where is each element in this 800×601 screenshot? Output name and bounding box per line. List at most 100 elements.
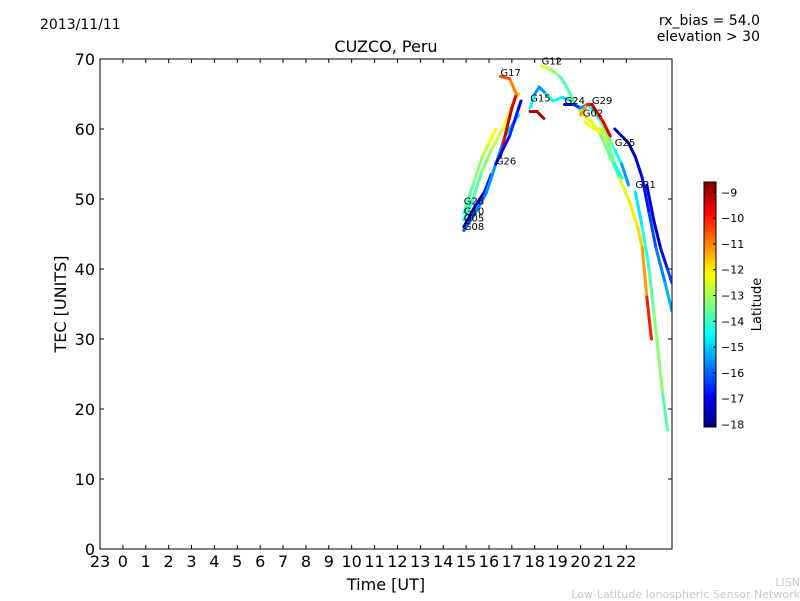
series-segment-g12: [645, 295, 653, 341]
satellite-label-g28: G28: [464, 197, 484, 208]
series-segment-g24: [606, 134, 617, 152]
series-segment-g10: [489, 127, 505, 152]
x-tick-label: 18: [525, 552, 545, 571]
colorbar-label: Latitude: [750, 278, 765, 332]
series-group: [462, 64, 672, 432]
satellite-label-g12: G12: [542, 57, 562, 68]
series-segment-g12: [540, 64, 553, 71]
y-tick-label: 20: [75, 400, 95, 419]
satellite-label-g21: G21: [635, 180, 655, 191]
x-tick-label: 8: [301, 552, 311, 571]
series-segment-g25: [640, 176, 651, 215]
series-segment-g26: [494, 148, 505, 166]
x-tick-label: 2: [164, 552, 174, 571]
colorbar-tick-label: −17: [721, 393, 744, 406]
series-segment-g12: [599, 134, 612, 159]
satellite-label-g15: G15: [530, 94, 550, 105]
x-tick-label: 3: [186, 552, 196, 571]
satellite-label-g24: G24: [564, 96, 584, 107]
y-tick-label: 50: [75, 190, 95, 209]
series-segment-g12: [549, 68, 562, 78]
series-segment-g02: [613, 162, 624, 180]
x-tick-label: 14: [433, 552, 453, 571]
series-segment-g17: [510, 92, 518, 110]
series-segment-g17: [503, 106, 514, 138]
x-tick-label: 23: [90, 552, 110, 571]
series-segment-g25: [647, 211, 658, 250]
series-segment-g05: [473, 190, 486, 208]
series-segment-g25: [633, 155, 644, 180]
series-segment-g21b: [659, 246, 669, 271]
colorbar-tick-label: −12: [721, 264, 744, 277]
colorbar-tick-label: −18: [721, 418, 744, 431]
colorbar-tick-label: −13: [721, 289, 744, 302]
series-segment-g24: [599, 120, 610, 138]
x-tick-label: 17: [502, 552, 522, 571]
series-segment-g25: [613, 127, 624, 138]
x-tick-label: 21: [593, 552, 613, 571]
series-segment-g28: [471, 155, 484, 187]
y-tick-label: 0: [85, 540, 95, 559]
series-segment-g15: [537, 85, 548, 96]
x-tick-label: 11: [364, 552, 384, 571]
series-segment-g25: [627, 141, 637, 159]
series-segment-g24: [613, 148, 624, 166]
chart-title: CUZCO, Peru: [334, 37, 437, 56]
series-segment-g26: [508, 120, 516, 138]
date-label: 2013/11/11: [40, 17, 121, 33]
series-segment-g08: [485, 162, 498, 194]
series-segment-g10: [471, 169, 484, 201]
series-segment-g21: [633, 190, 644, 229]
x-tick-label: 7: [278, 552, 288, 571]
x-tick-label: 15: [456, 552, 476, 571]
series-segment-g10: [480, 148, 493, 173]
satellite-label-g29: G29: [592, 96, 612, 107]
series-segment-g26: [517, 99, 523, 110]
credit-lisn: LISN: [775, 576, 800, 589]
series-segment-g28: [480, 141, 491, 159]
elevation-label: elevation > 30: [656, 29, 760, 45]
series-segment-g12: [617, 176, 631, 201]
x-tick-label: 9: [324, 552, 334, 571]
series-segment-g24: [592, 110, 603, 124]
series-segment-g02: [606, 141, 617, 166]
credit-network: Low-Latitude Ionospheric Sensor Network: [571, 588, 800, 601]
series-segment-g21: [661, 393, 669, 432]
series-segment-g02: [599, 127, 610, 145]
colorbar-tick-label: −10: [721, 212, 744, 225]
series-segment-g29: [601, 120, 612, 138]
y-axis-label: TEC [UNITS]: [51, 256, 70, 354]
series-segment-g12: [565, 85, 576, 103]
series-segment-g15: [528, 92, 537, 110]
colorbar: [703, 181, 717, 428]
series-segment-g08: [473, 190, 489, 215]
x-tick-label: 19: [547, 552, 567, 571]
series-segment-g17: [508, 77, 518, 96]
series-segment-g15: [551, 96, 564, 103]
series-segment-g12: [558, 75, 569, 89]
plot-area: [100, 59, 672, 549]
x-tick-label: 16: [479, 552, 499, 571]
series-segment-g26: [512, 106, 521, 124]
series-segment-g15b: [535, 110, 546, 120]
series-segment-g25: [654, 246, 667, 285]
series-segment-g08: [462, 211, 477, 232]
series-segment-g21b: [645, 183, 656, 222]
series-segment-g12: [608, 155, 621, 180]
series-segment-g12: [636, 225, 644, 250]
y-tick-label: 70: [75, 50, 95, 69]
series-segment-g12: [627, 197, 640, 229]
series-segment-g28: [462, 183, 475, 215]
x-tick-label: 4: [209, 552, 219, 571]
y-tick-label: 30: [75, 330, 95, 349]
colorbar-tick-label: −9: [721, 186, 737, 199]
series-segment-g21b: [665, 267, 672, 285]
x-tick-label: 20: [570, 552, 590, 571]
series-segment-g12: [640, 246, 649, 299]
series-segment-g21: [640, 225, 651, 271]
series-segment-g02: [583, 120, 596, 131]
series-segment-g25: [663, 281, 672, 313]
colorbar-tick-label: −15: [721, 341, 744, 354]
satellite-label-g10: G10: [464, 206, 484, 217]
